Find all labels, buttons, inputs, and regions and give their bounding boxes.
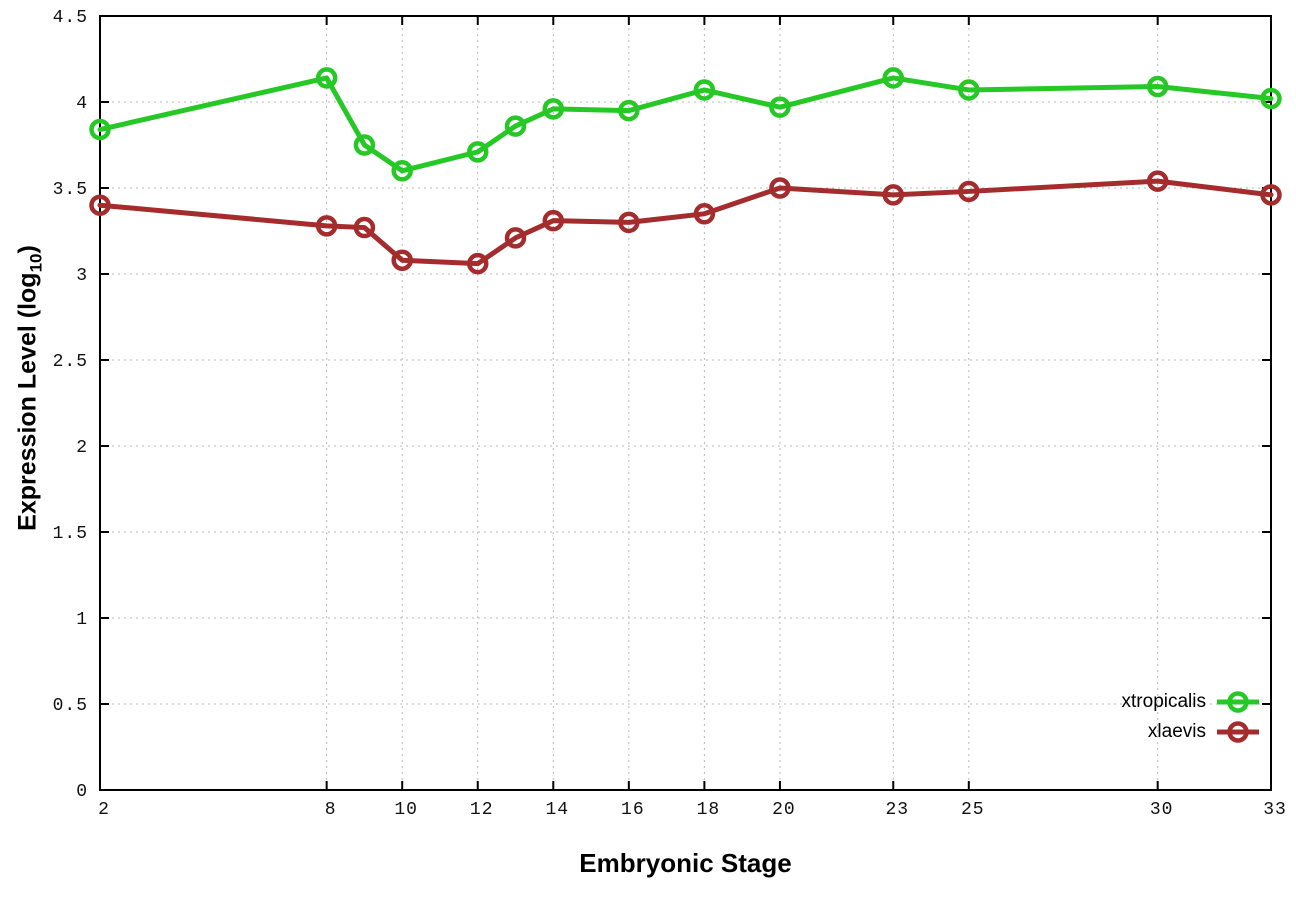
data-point-xtropicalis <box>882 67 905 89</box>
x-tick-label: 20 <box>772 800 796 820</box>
data-point-xtropicalis <box>315 67 338 89</box>
data-point-xtropicalis <box>353 134 376 156</box>
y-axis-title-subscript: 10 <box>26 253 46 273</box>
data-point-xtropicalis <box>618 99 640 122</box>
x-tick-label: 8 <box>325 800 337 820</box>
data-point-xtropicalis <box>1260 87 1282 110</box>
data-point-xlaevis <box>391 249 413 271</box>
y-axis-title-suffix: ) <box>13 245 42 254</box>
data-point-xtropicalis <box>1146 75 1169 98</box>
y-tick-label: 2.5 <box>53 352 88 372</box>
legend-label-xlaevis: xlaevis <box>1147 721 1206 742</box>
y-tick-label: 1 <box>76 610 88 630</box>
data-point-xlaevis <box>466 252 489 275</box>
legend-entry-xlaevis: xlaevis <box>1148 718 1262 746</box>
x-tick-label: 10 <box>394 800 418 820</box>
x-tick-label: 30 <box>1150 800 1174 820</box>
x-axis-title: Embryonic Stage <box>579 848 792 878</box>
data-point-xlaevis <box>504 227 527 249</box>
x-tick-label: 2 <box>98 800 110 820</box>
legend-label-xtropicalis: xtropicalis <box>1121 691 1206 712</box>
legend-marker-xtropicalis-icon <box>1217 691 1259 713</box>
y-tick-label: 0.5 <box>53 696 88 716</box>
data-point-xlaevis <box>618 211 640 234</box>
y-tick-label: 4 <box>76 94 88 114</box>
data-point-xtropicalis <box>693 79 716 101</box>
data-point-xlaevis <box>542 209 565 232</box>
plot-border <box>99 15 1272 791</box>
data-point-xtropicalis <box>89 118 111 141</box>
x-tick-label: 18 <box>697 800 721 820</box>
data-point-xtropicalis <box>391 160 413 182</box>
y-axis-title: Expression Level (log10) <box>14 245 47 531</box>
x-tick-label: 25 <box>961 800 985 820</box>
data-point-xlaevis <box>693 203 716 225</box>
data-point-xlaevis <box>1146 170 1169 192</box>
legend: xtropicalis xlaevis <box>1122 688 1262 746</box>
data-point-xlaevis <box>882 184 905 206</box>
x-tick-label: 16 <box>621 800 645 820</box>
data-point-xtropicalis <box>769 96 791 118</box>
x-tick-label: 33 <box>1263 800 1287 820</box>
legend-entry-xtropicalis: xtropicalis <box>1122 688 1262 716</box>
data-point-xlaevis <box>89 194 111 216</box>
data-point-xlaevis <box>769 177 791 199</box>
legend-circle-sample <box>1227 691 1249 713</box>
y-tick-label: 2 <box>76 438 88 458</box>
data-point-xtropicalis <box>542 98 565 120</box>
data-point-xlaevis <box>958 180 980 203</box>
legend-marker-xlaevis-icon <box>1217 721 1259 743</box>
data-point-xtropicalis <box>504 115 527 137</box>
data-point-xtropicalis <box>958 79 980 101</box>
y-tick-label: 3.5 <box>53 180 88 200</box>
y-tick-label: 0 <box>76 782 88 802</box>
legend-circle-sample <box>1227 721 1249 743</box>
data-point-xlaevis <box>1260 184 1282 206</box>
y-tick-label: 1.5 <box>53 524 88 544</box>
data-point-xlaevis <box>315 215 338 237</box>
x-tick-label: 12 <box>470 800 494 820</box>
data-point-xlaevis <box>353 216 376 239</box>
series-line-xlaevis <box>97 178 1274 267</box>
data-point-xtropicalis <box>466 141 489 163</box>
x-tick-label: 23 <box>885 800 909 820</box>
y-axis-title-text: Expression Level (log <box>13 272 42 531</box>
x-tick-label: 14 <box>545 800 569 820</box>
y-tick-label: 4.5 <box>53 8 88 28</box>
series-line-xtropicalis <box>97 75 1274 174</box>
y-tick-label: 3 <box>76 266 88 286</box>
